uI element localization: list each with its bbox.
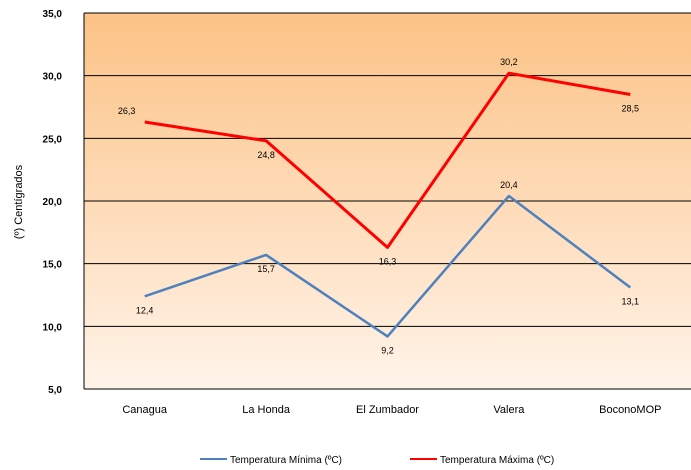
y-tick-label: 30,0 [43,72,63,83]
series-lines [144,71,632,338]
x-tick-label: El Zumbador [356,404,419,416]
y-tick-label: 15,0 [43,260,63,271]
legend: Temperatura Mínima (ºC) Temperatura Máxim… [200,455,554,466]
x-tick-label: Valera [493,404,525,416]
data-label: 20,4 [500,180,518,190]
x-tick-label: BoconoMOP [599,404,661,416]
x-tick-label: Canagua [122,404,168,416]
data-label: 28,5 [622,103,640,113]
legend-entry: Temperatura Máxima (ºC) [440,455,554,466]
data-label: 26,3 [118,106,136,116]
y-tick-label: 5,0 [48,385,62,396]
x-tick-label: La Honda [242,404,291,416]
y-tick-label: 20,0 [43,197,63,208]
data-label: 9,2 [381,345,394,355]
data-label: 13,1 [622,296,640,306]
data-label: 24,8 [257,150,275,160]
series-line-max [144,71,631,249]
y-tick-label: 10,0 [43,322,63,333]
data-label: 30,2 [500,57,518,67]
y-axis-label: (º) Centígrados [13,164,25,239]
data-labels: 12,4 15,7 9,2 20,4 13,1 26,3 24,8 16,3 30,2 28,5 [118,57,639,355]
y-axis-ticks: 5,0 10,0 15,0 20,0 25,0 30,0 35,0 [43,9,63,396]
gridlines [83,12,691,390]
y-tick-label: 25,0 [43,134,63,145]
legend-entry: Temperatura Mínima (ºC) [230,455,342,466]
series-line-min [144,194,632,338]
data-label: 12,4 [136,305,154,315]
data-label: 15,7 [257,264,275,274]
x-axis-categories: Canagua La Honda El Zumbador Valera BoconoMO… [122,404,661,416]
data-label: 16,3 [379,256,397,266]
y-tick-label: 35,0 [43,9,63,20]
